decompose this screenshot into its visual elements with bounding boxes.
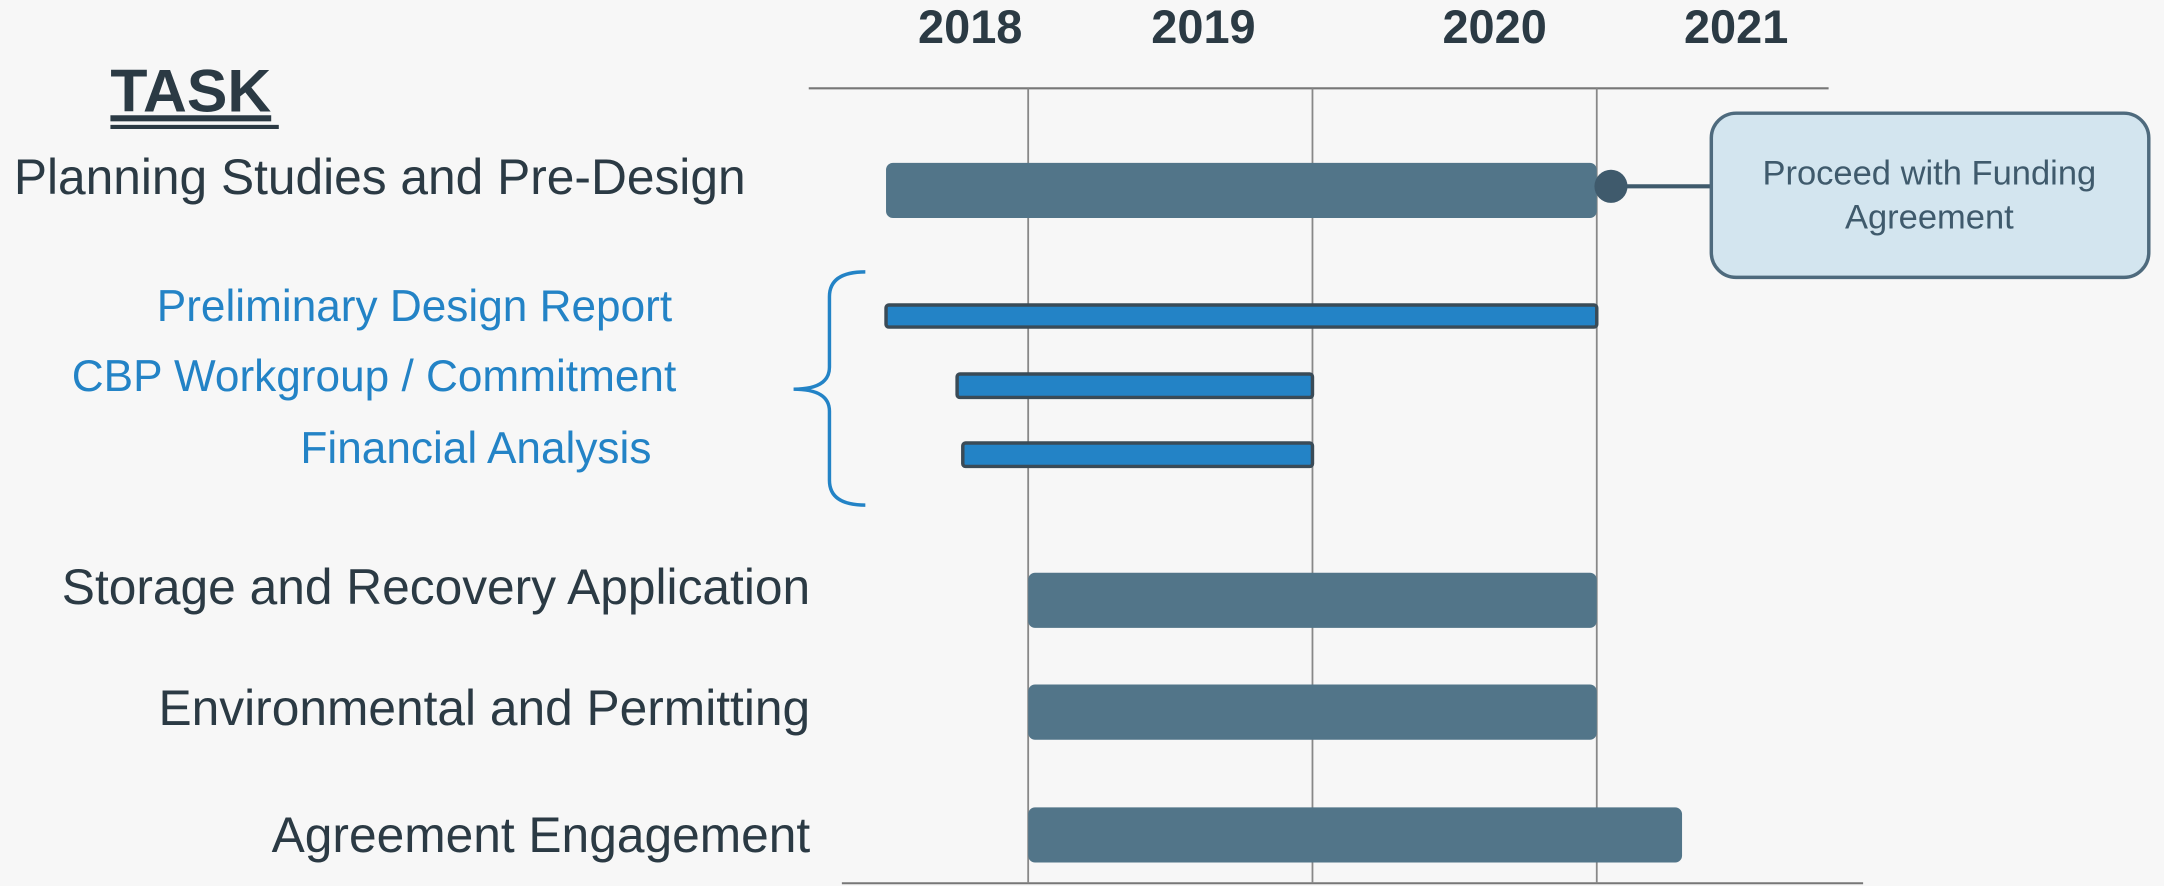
annotation-box [1709,111,2151,280]
task-bar [1028,807,1683,863]
task-label: Environmental and Permitting [159,680,811,736]
task-label: Planning Studies and Pre-Design [14,149,746,205]
year-label: 2019 [1151,1,1255,53]
task-bar [884,303,1599,329]
task-bar [961,441,1315,469]
group-brace [793,270,866,507]
annotation-text: Agreement [1845,199,2014,237]
task-bar [1028,684,1597,740]
annotation-text: Proceed with Funding [1763,154,2097,192]
task-bar [955,372,1315,400]
task-label: Preliminary Design Report [157,282,672,331]
task-label: Storage and Recovery Application [62,559,810,615]
task-label: Agreement Engagement [272,807,811,863]
header: TASK [110,56,271,124]
task-bar [886,162,1597,219]
task-label: CBP Workgroup / Commitment [72,352,676,401]
year-label: 2021 [1684,1,1788,53]
year-label: 2020 [1442,1,1546,53]
year-label: 2018 [918,1,1022,53]
task-label: Financial Analysis [300,424,651,473]
task-bar [1028,572,1597,628]
milestone-marker [1594,169,1628,203]
